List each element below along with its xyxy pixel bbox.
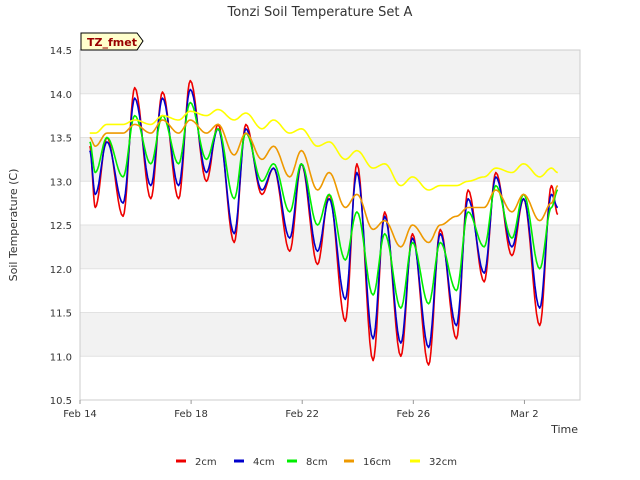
y-tick-label: 11.0	[50, 352, 72, 363]
plot-bands	[80, 50, 580, 400]
plot-band	[80, 181, 580, 225]
legend: 2cm 4cm 8cm 16cm 32cm	[176, 457, 457, 468]
y-tick-label: 13.0	[50, 177, 72, 188]
x-tick-label: Mar 2	[510, 409, 538, 420]
x-tick-label: Feb 26	[397, 409, 431, 420]
chart-title: Tonzi Soil Temperature Set A	[227, 5, 413, 20]
x-axis-ticks: Feb 14 Feb 18 Feb 22 Feb 26 Mar 2	[63, 400, 539, 420]
x-tick-label: Feb 18	[174, 409, 208, 420]
y-tick-label: 14.0	[50, 90, 72, 101]
x-tick-label: Feb 14	[63, 409, 97, 420]
legend-label-8cm: 8cm	[306, 457, 328, 468]
plot-band	[80, 225, 580, 269]
y-axis-label: Soil Temperature (C)	[7, 169, 20, 282]
series-line-16cm	[89, 119, 559, 248]
y-tick-label: 10.5	[50, 396, 72, 407]
y-tick-label: 11.5	[50, 309, 72, 320]
site-label-box: TZ_fmet	[80, 32, 144, 51]
legend-label-16cm: 16cm	[363, 457, 391, 468]
plot-frame	[79, 49, 581, 401]
x-axis-label: Time	[550, 423, 578, 436]
x-tick-label: Feb 22	[285, 409, 319, 420]
legend-label-32cm: 32cm	[429, 457, 457, 468]
plot-band	[80, 356, 580, 400]
series-line-32cm	[89, 108, 558, 191]
series-line-4cm	[88, 88, 559, 349]
y-tick-label: 12.5	[50, 221, 72, 232]
y-tick-label: 13.5	[50, 134, 72, 145]
y-axis-ticks: 10.5 11.0 11.5 12.0 12.5 13.0 13.5 14.0 14.5	[50, 46, 72, 407]
plot-band	[80, 268, 580, 313]
plot-band	[80, 93, 580, 138]
y-tick-label: 12.0	[50, 265, 72, 276]
y-tick-label: 14.5	[50, 46, 72, 57]
site-label: TZ_fmet	[87, 36, 137, 49]
legend-label-4cm: 4cm	[253, 457, 275, 468]
plot-band	[80, 312, 580, 357]
series-lines	[88, 79, 559, 366]
series-line-8cm	[89, 101, 559, 309]
legend-label-2cm: 2cm	[195, 457, 217, 468]
plot-band	[80, 50, 580, 94]
